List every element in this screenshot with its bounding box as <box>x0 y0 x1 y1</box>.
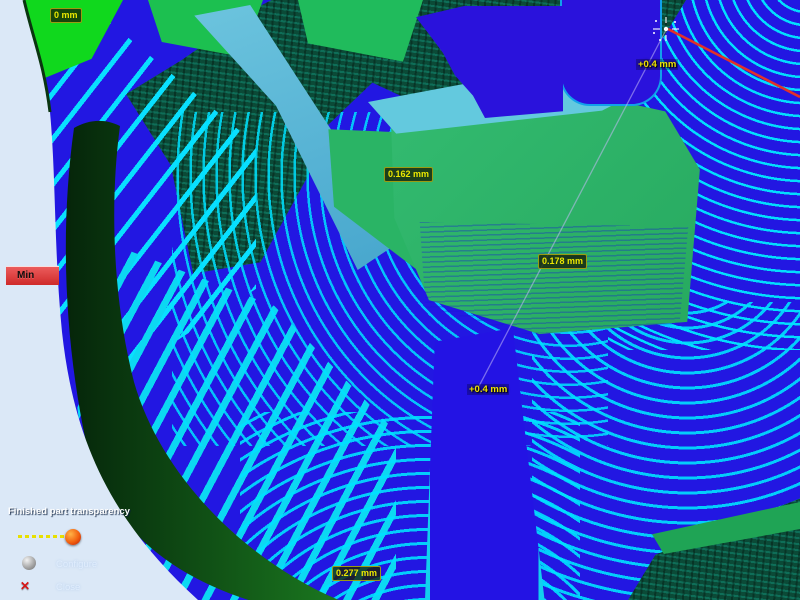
transparency-slider-track[interactable] <box>18 535 78 538</box>
legend-label: Min <box>17 270 35 281</box>
measure-label-deviation-mid: +0.4 mm <box>467 384 510 395</box>
close-icon[interactable]: ✕ <box>20 579 31 593</box>
transparency-slider-knob[interactable] <box>65 529 81 545</box>
measure-badge-distance-a: 0.162 mm <box>384 167 434 182</box>
legend-row: Min <box>6 265 116 286</box>
legend-swatch <box>6 266 59 285</box>
measure-badge-origin: 0 mm <box>50 8 82 23</box>
measure-badge-distance-c: 0.277 mm <box>332 566 382 581</box>
blue-pocket-top-right <box>560 0 662 106</box>
gear-icon[interactable] <box>22 556 36 570</box>
close-button[interactable]: Close <box>56 582 81 593</box>
configure-button[interactable]: Configure <box>56 559 98 570</box>
measure-label-deviation-top: +0.4 mm <box>636 59 679 70</box>
measure-badge-distance-b: 0.178 mm <box>538 254 588 269</box>
transparency-label: Finished part transparency <box>8 506 130 517</box>
